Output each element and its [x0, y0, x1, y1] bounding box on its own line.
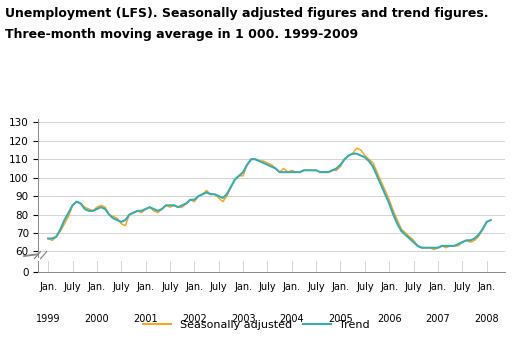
Trend	[467, 238, 473, 243]
Text: Jan.: Jan.	[283, 282, 301, 292]
Seasonally adjusted	[175, 205, 181, 209]
Text: 2006: 2006	[377, 314, 402, 324]
Text: July: July	[259, 282, 276, 292]
Trend	[362, 155, 368, 159]
Text: Jan.: Jan.	[185, 282, 204, 292]
Line: Trend: Trend	[48, 154, 491, 248]
Seasonally adjusted	[467, 240, 473, 244]
Seasonally adjusted	[260, 159, 266, 163]
Seasonally adjusted	[353, 146, 360, 150]
Text: 1999: 1999	[36, 314, 61, 324]
Trend	[45, 236, 51, 240]
Text: July: July	[64, 282, 82, 292]
Text: 2001: 2001	[133, 314, 158, 324]
Text: Jan.: Jan.	[88, 282, 106, 292]
Text: July: July	[112, 282, 130, 292]
Text: 2004: 2004	[280, 314, 304, 324]
Text: July: July	[405, 282, 422, 292]
Text: Jan.: Jan.	[39, 282, 57, 292]
Text: Jan.: Jan.	[234, 282, 252, 292]
Text: July: July	[210, 282, 228, 292]
Trend	[484, 220, 490, 224]
Seasonally adjusted	[45, 236, 51, 240]
Text: 2005: 2005	[328, 314, 353, 324]
Text: Unemployment (LFS). Seasonally adjusted figures and trend figures.: Unemployment (LFS). Seasonally adjusted …	[5, 7, 488, 20]
Line: Seasonally adjusted: Seasonally adjusted	[48, 148, 491, 250]
Text: Three-month moving average in 1 000. 1999-2009: Three-month moving average in 1 000. 199…	[5, 28, 358, 41]
Text: Jan.: Jan.	[478, 282, 496, 292]
Text: Jan.: Jan.	[136, 282, 155, 292]
Trend	[260, 161, 266, 165]
Seasonally adjusted	[484, 220, 490, 224]
Seasonally adjusted	[248, 157, 254, 161]
Text: July: July	[307, 282, 325, 292]
Text: 2000: 2000	[85, 314, 109, 324]
Legend: Seasonally adjusted, Trend: Seasonally adjusted, Trend	[139, 316, 374, 335]
Seasonally adjusted	[488, 218, 494, 222]
Trend	[488, 218, 494, 222]
Trend	[419, 246, 425, 250]
Text: July: July	[161, 282, 179, 292]
Trend	[349, 151, 356, 156]
Text: July: July	[356, 282, 373, 292]
Text: 2002: 2002	[182, 314, 207, 324]
Text: July: July	[453, 282, 471, 292]
Text: 2008: 2008	[475, 314, 499, 324]
Trend	[248, 157, 254, 161]
Seasonally adjusted	[431, 247, 437, 252]
Trend	[175, 205, 181, 209]
Seasonally adjusted	[362, 154, 368, 158]
Text: Jan.: Jan.	[380, 282, 398, 292]
Text: 2007: 2007	[426, 314, 450, 324]
Text: 2003: 2003	[231, 314, 255, 324]
Text: Jan.: Jan.	[429, 282, 447, 292]
Text: Jan.: Jan.	[331, 282, 349, 292]
